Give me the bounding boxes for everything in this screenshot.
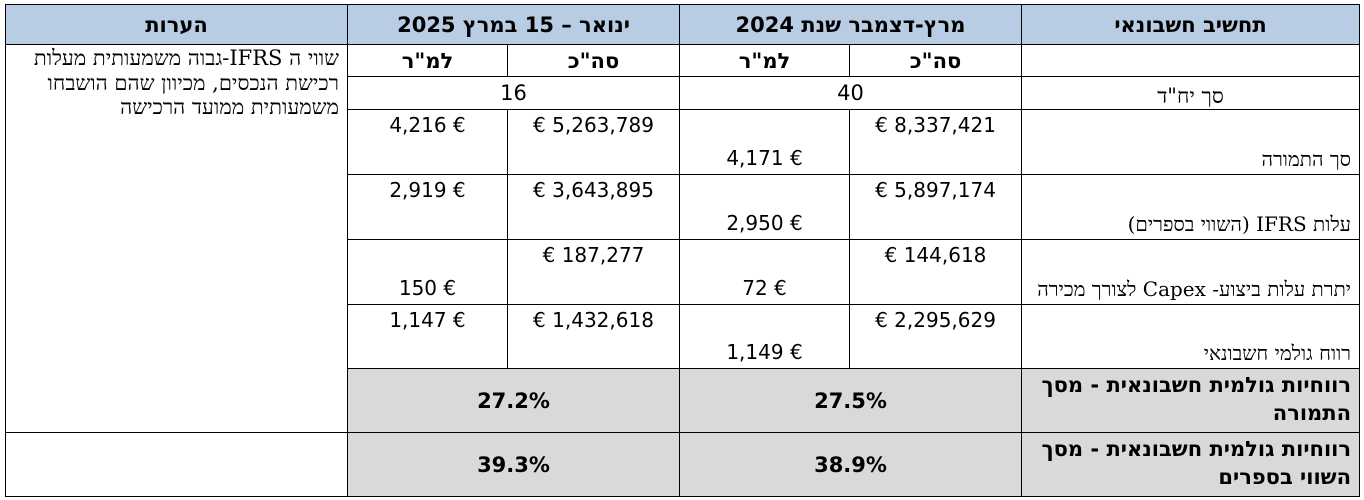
row-label: עלות IFRS (השווי בספרים) <box>1021 173 1361 240</box>
units-label: סך יח"ד <box>1021 76 1361 110</box>
ratio-label: רווחיות גולמית חשבונאית - מסך התמורה <box>1021 368 1361 434</box>
ratio-row: רווחיות גולמית חשבונאית - מסך השווי בספר… <box>5 432 1361 497</box>
row-label: יתרת עלות ביצוע- Capex לצורך מכירה <box>1021 238 1361 305</box>
table-row: עלות IFRS (השווי בספרים) 5,897,174 € € 2… <box>6 173 1361 240</box>
per-sqm-2025: € 2,919 <box>347 173 508 240</box>
ratio-label: רווחיות גולמית חשבונאית - מסך השווי בספר… <box>1021 432 1361 497</box>
subheader-row: סה"כ למ"ר סה"כ למ"ר שווי ה IFRS-גבוה משמ… <box>5 44 1361 434</box>
per-sqm-2024: € 72 <box>678 238 851 305</box>
row-label: סך התמורה <box>1021 108 1361 175</box>
subheader-empty <box>1021 44 1361 78</box>
ratio-2024: 38.9% <box>678 432 1023 497</box>
total-2024: 144,618 € <box>849 238 1023 305</box>
per-sqm-2024: € 4,171 <box>678 108 851 175</box>
subheader-per-sqm-2025: למ"ר <box>347 44 508 78</box>
header-notes: הערות <box>5 3 348 46</box>
total-2025: 187,277 € <box>507 238 680 305</box>
total-2025: 1,432,618 € <box>507 303 680 370</box>
total-2025: 3,643,895 € <box>507 173 680 240</box>
ratio-2025: 39.3% <box>347 432 680 497</box>
table-row: סך התמורה 8,337,421 € € 4,171 5,263,789 … <box>6 108 1361 175</box>
per-sqm-2025: € 1,147 <box>347 303 508 370</box>
total-2024: 8,337,421 € <box>849 108 1023 175</box>
table-row: רווח גולמי חשבונאי 2,295,629 € € 1,149 1… <box>6 303 1361 370</box>
total-2025: 5,263,789 € <box>507 108 680 175</box>
units-row: סך יח"ד 40 16 <box>6 76 1361 110</box>
per-sqm-2024: € 2,950 <box>678 173 851 240</box>
header-period-2024: מרץ-דצמבר שנת 2024 <box>678 3 1023 46</box>
total-2024: 5,897,174 € <box>849 173 1023 240</box>
units-2025: 16 <box>347 76 680 110</box>
ratio-2025: 27.2% <box>347 368 680 434</box>
subheader-total-2024: סה"כ <box>849 44 1023 78</box>
notes-cell: שווי ה IFRS-גבוה משמעותית מעלות רכישת הנ… <box>5 44 348 434</box>
header-item: תחשיב חשבונאי <box>1021 3 1361 46</box>
subheader-total-2025: סה"כ <box>507 44 680 78</box>
per-sqm-2025: € 4,216 <box>347 108 508 175</box>
subheader-per-sqm-2024: למ"ר <box>678 44 851 78</box>
units-2024: 40 <box>678 76 1023 110</box>
per-sqm-2025: € 150 <box>347 238 508 305</box>
header-period-2025: ינואר – 15 במרץ 2025 <box>347 3 680 46</box>
total-2024: 2,295,629 € <box>849 303 1023 370</box>
notes-filler <box>5 432 348 497</box>
header-row: תחשיב חשבונאי מרץ-דצמבר שנת 2024 ינואר –… <box>5 3 1361 46</box>
accounting-table: תחשיב חשבונאי מרץ-דצמבר שנת 2024 ינואר –… <box>5 3 1361 497</box>
per-sqm-2024: € 1,149 <box>678 303 851 370</box>
ratio-2024: 27.5% <box>678 368 1023 434</box>
row-label: רווח גולמי חשבונאי <box>1021 303 1361 370</box>
